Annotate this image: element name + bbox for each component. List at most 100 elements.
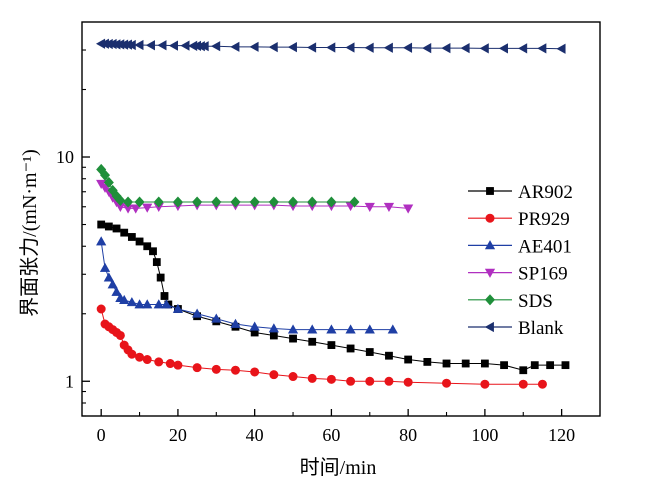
data-point [326,324,337,334]
data-point [168,40,178,51]
data-point [230,196,241,208]
plot-border [81,21,601,417]
data-point [307,42,317,53]
data-point [307,324,318,334]
data-point [107,279,118,289]
data-point [143,242,152,251]
data-point [460,42,470,54]
data-point [441,42,451,54]
data-point [249,196,260,208]
data-point [308,337,317,346]
data-point [364,202,375,212]
data-point [135,352,145,362]
data-point [349,196,360,208]
ticks-layer: 0 20 40 60 80 100 120 1 10 [56,49,575,445]
data-point [537,43,547,54]
data-point [134,39,144,51]
data-point [423,357,432,366]
data-point [111,286,122,296]
data-point [127,349,137,359]
data-point [326,196,337,208]
data-point [403,204,414,214]
data-point [126,297,137,307]
data-point [480,359,489,368]
data-point [269,370,279,380]
y-tick-label: 1 [65,371,74,391]
legend-marker [484,240,496,250]
x-tick-label: 120 [548,425,575,445]
legend-label: SDS [518,291,553,312]
data-point [307,196,318,208]
data-point [500,361,508,370]
legend-marker [484,268,496,278]
data-point [211,196,222,208]
data-point [230,365,240,375]
data-point [268,196,279,208]
legend-item-ae401: AE401 [468,236,572,257]
series-line [100,241,393,331]
data-point [192,196,203,208]
data-point [199,41,209,52]
data-point [518,43,528,54]
data-point [130,204,141,214]
data-point [191,308,203,318]
data-point [479,43,489,54]
data-point [152,258,161,266]
data-point [104,222,113,231]
legend-marker [485,213,495,223]
data-point [127,233,136,241]
data-point [556,43,566,54]
data-point [288,196,299,208]
data-point [211,313,222,323]
legend-label: AR902 [518,182,573,203]
data-point [518,379,528,389]
data-point [149,247,157,256]
data-point [346,344,355,353]
x-tick-label: 40 [246,425,264,445]
series-blank [95,38,566,54]
data-point [154,357,164,367]
data-point [160,292,169,300]
data-point [230,318,241,328]
series-line [100,308,543,385]
data-point [345,324,356,334]
plot-frame [81,21,601,417]
data-point [546,361,555,370]
data-point [142,299,153,309]
data-point [153,299,164,309]
data-point [287,42,297,53]
data-point [172,303,184,313]
y-axis-title: 界面张力/(mN·m⁻¹) [18,149,41,317]
series-ar902 [97,220,570,375]
data-point [211,364,221,374]
data-point [364,324,375,334]
data-point [172,196,183,208]
data-point [120,228,129,237]
legend-item-ar902: AR902 [468,182,573,203]
x-tick-label: 0 [97,425,106,445]
data-point [153,196,164,208]
data-point [145,40,155,51]
data-point [327,341,336,349]
series-sds [96,163,360,208]
data-point [161,299,172,309]
x-tick-label: 80 [399,425,417,445]
data-point [345,42,355,53]
legend-label: AE401 [518,236,572,257]
data-point [156,273,165,282]
data-point [385,351,393,360]
legend-marker [484,294,496,306]
data-point [135,237,144,246]
x-tick-label: 60 [322,425,340,445]
x-tick-label: 20 [169,425,187,445]
data-point [384,376,394,386]
legend-marker [486,187,494,195]
data-point [134,299,145,309]
data-point [537,379,547,389]
data-point [365,348,374,356]
data-point [250,367,260,377]
legend-item-sds: SDS [468,291,553,312]
series-pr929 [96,304,547,389]
